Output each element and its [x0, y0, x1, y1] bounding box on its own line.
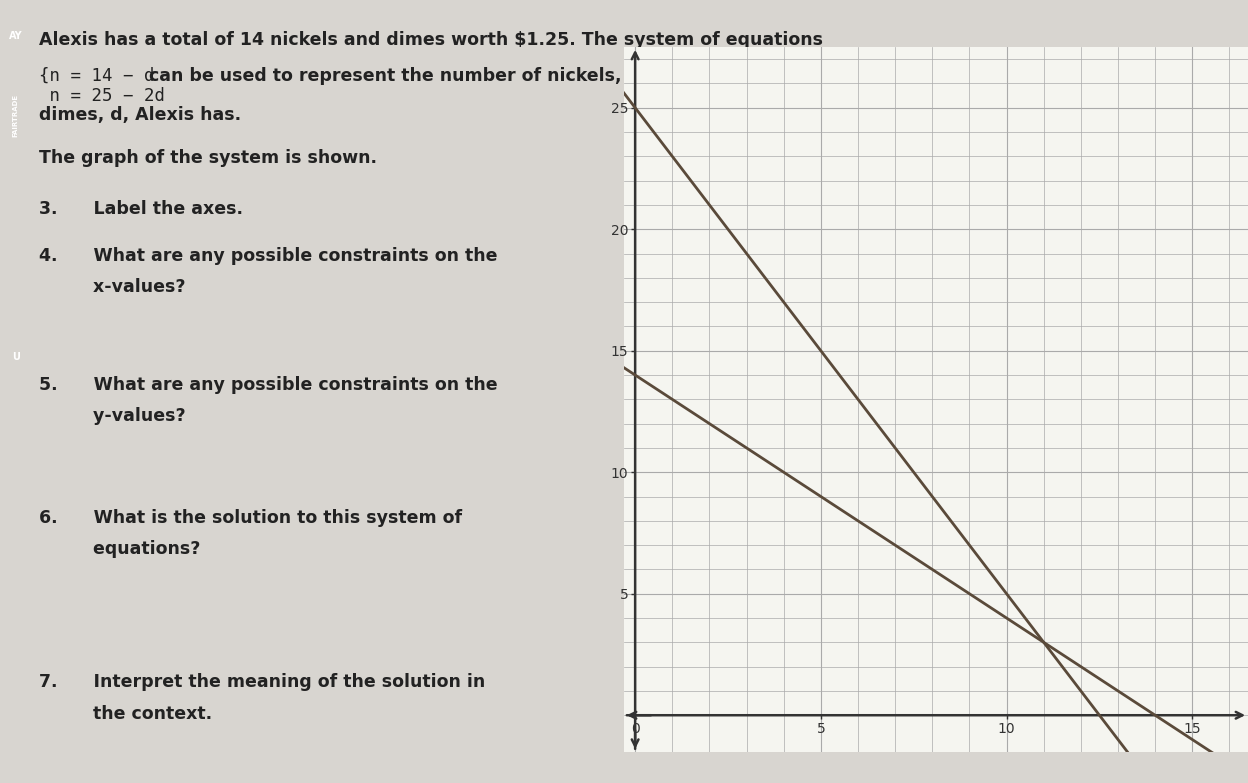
Text: equations?: equations? — [39, 540, 201, 558]
Text: the context.: the context. — [39, 705, 212, 723]
Text: y-values?: y-values? — [39, 407, 186, 425]
Text: dimes, d, Alexis has.: dimes, d, Alexis has. — [39, 106, 241, 124]
Text: x-values?: x-values? — [39, 278, 186, 296]
Text: 4.      What are any possible constraints on the: 4. What are any possible constraints on … — [39, 247, 498, 265]
Text: FAIRTRADE: FAIRTRADE — [12, 94, 19, 137]
Text: Alexis has a total of 14 nickels and dimes worth $1.25. The system of equations: Alexis has a total of 14 nickels and dim… — [39, 31, 822, 49]
Text: 7.      Interpret the meaning of the solution in: 7. Interpret the meaning of the solution… — [39, 673, 485, 691]
Text: 6.      What is the solution to this system of: 6. What is the solution to this system o… — [39, 509, 462, 527]
Text: 3.      Label the axes.: 3. Label the axes. — [39, 200, 243, 218]
Text: {n = 14 − d
 n = 25 − 2d: {n = 14 − d n = 25 − 2d — [39, 67, 165, 106]
Text: AY: AY — [9, 31, 22, 41]
Text: The graph of the system is shown.: The graph of the system is shown. — [39, 149, 377, 167]
Text: can be used to represent the number of nickels, n, and the number of: can be used to represent the number of n… — [142, 67, 835, 85]
Text: U: U — [11, 352, 20, 363]
Text: 5.      What are any possible constraints on the: 5. What are any possible constraints on … — [39, 376, 498, 394]
